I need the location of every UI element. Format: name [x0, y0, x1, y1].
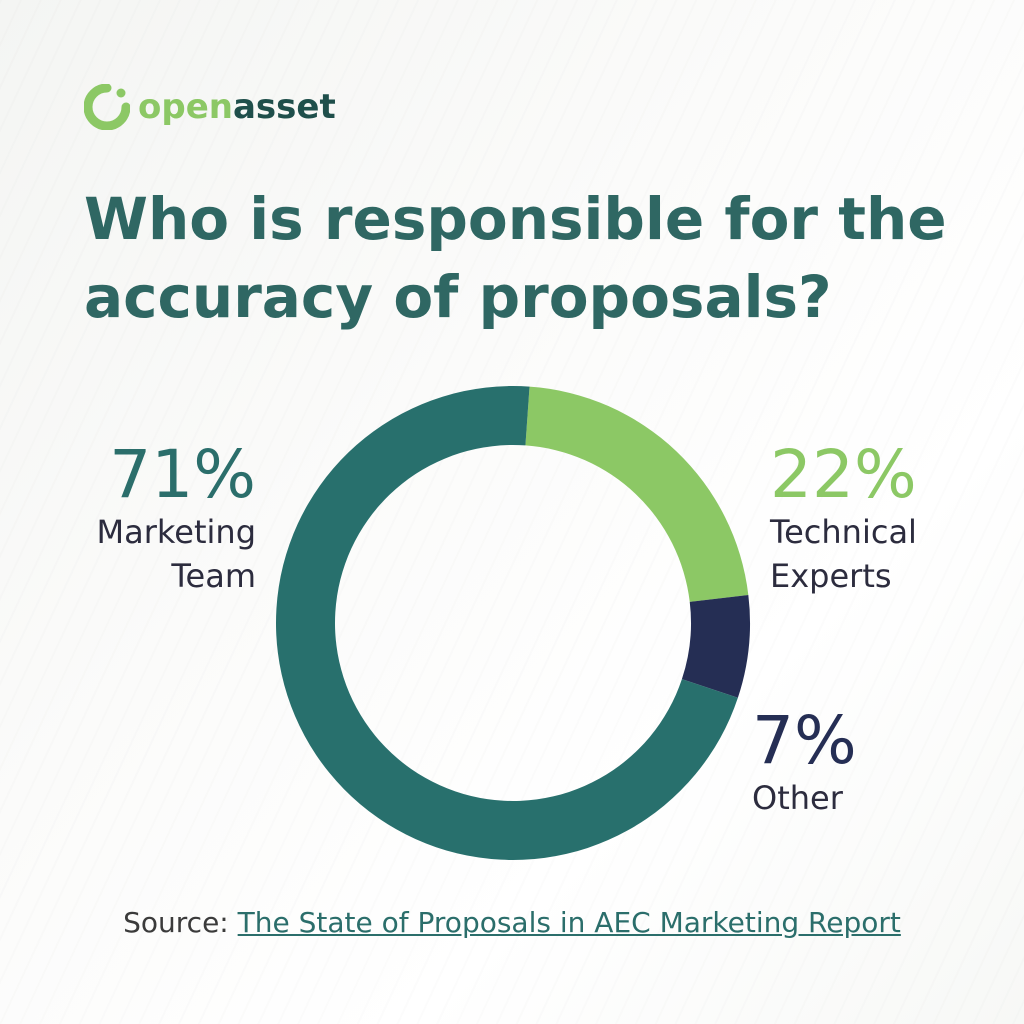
- label-other: 7% Other: [752, 706, 932, 820]
- brand-name: openasset: [138, 84, 336, 130]
- brand-name-open: open: [138, 87, 233, 127]
- brand-name-asset: asset: [232, 87, 336, 127]
- donut-slice-other: [681, 594, 750, 698]
- brand-logo: openasset: [84, 84, 336, 130]
- label-marketing-team: 71% Marketing Team: [40, 440, 256, 598]
- donut-chart: [276, 386, 750, 860]
- label-technical-experts: 22% Technical Experts: [770, 440, 990, 598]
- data-label-other: 7%: [752, 702, 857, 779]
- category-technical-line1: Technical: [770, 513, 917, 551]
- data-label-marketing-team: 71%: [109, 436, 256, 513]
- source-report-link[interactable]: The State of Proposals in AEC Marketing …: [237, 906, 901, 939]
- source-prefix: Source:: [123, 906, 238, 939]
- openasset-logo-icon: [84, 84, 130, 130]
- category-marketing-line2: Team: [171, 557, 256, 595]
- chart-title: Who is responsible for the accuracy of p…: [84, 185, 947, 331]
- data-label-technical-experts: 22%: [770, 436, 917, 513]
- category-marketing-line1: Marketing: [96, 513, 256, 551]
- category-other-line1: Other: [752, 779, 843, 817]
- category-technical-line2: Experts: [770, 557, 892, 595]
- donut-slice-technical-experts: [525, 386, 749, 602]
- source-note: Source: The State of Proposals in AEC Ma…: [0, 906, 1024, 939]
